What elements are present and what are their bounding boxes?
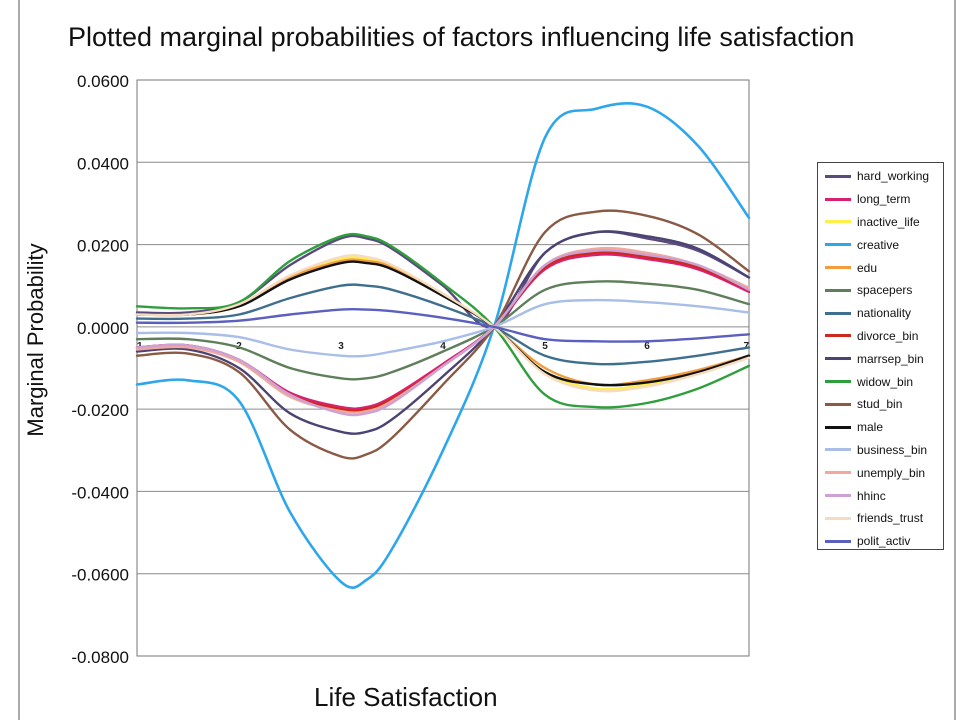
- legend-label: nationality: [857, 306, 912, 321]
- series-line-male: [135, 260, 751, 387]
- series-line-nationality: [135, 283, 751, 366]
- legend-label: edu: [857, 260, 878, 275]
- legend-swatch: [825, 380, 851, 384]
- legend-swatch: [825, 357, 851, 361]
- legend-label: friends_trust: [857, 511, 924, 526]
- y-tick-labels: 0.0600 0.0400 0.0200 0.0000 -0.0200 -0.0400 -0…: [71, 72, 129, 667]
- series-lines: [135, 102, 751, 590]
- legend-swatch: [825, 448, 851, 452]
- legend-swatch: [825, 266, 851, 270]
- legend-label: unemply_bin: [857, 465, 926, 480]
- plot-area: [136, 79, 750, 657]
- legend-item-male: male: [818, 416, 943, 439]
- y-tick-label: -0.0800: [71, 648, 129, 667]
- y-tick-label: -0.0400: [71, 483, 129, 502]
- series-line-polit-activ: [135, 307, 751, 343]
- legend-swatch: [825, 471, 851, 475]
- legend-item-marrsep-bin: marrsep_bin: [818, 347, 943, 370]
- legend-swatch: [825, 494, 851, 498]
- legend-swatch: [825, 402, 851, 406]
- x-tick-label: 6: [644, 341, 650, 352]
- legend-label: stud_bin: [857, 397, 903, 412]
- y-tick-label: 0.0600: [77, 72, 129, 91]
- legend-swatch: [825, 243, 851, 247]
- series-line-business-bin: [135, 298, 751, 358]
- y-tick-label: 0.0200: [77, 237, 129, 256]
- series-line-hard-working: [135, 230, 751, 329]
- legend-label: inactive_life: [857, 214, 920, 229]
- series-line-unemply-bin: [135, 246, 751, 414]
- legend-item-polit-activ: polit_activ: [818, 530, 943, 553]
- legend-item-widow-bin: widow_bin: [818, 370, 943, 393]
- legend-swatch: [825, 220, 851, 224]
- x-axis-title: Life Satisfaction: [314, 682, 498, 712]
- series-line-marrsep-bin: [135, 230, 751, 435]
- legend-item-hhinc: hhinc: [818, 484, 943, 507]
- legend-item-long-term: long_term: [818, 188, 943, 211]
- legend-swatch: [825, 288, 851, 292]
- legend-label: male: [857, 420, 884, 435]
- legend-swatch: [825, 311, 851, 315]
- legend-label: business_bin: [857, 442, 928, 457]
- series-line-hhinc: [135, 249, 751, 417]
- legend-item-hard-working: hard_working: [818, 165, 943, 188]
- series-line-divorce-bin: [135, 251, 751, 412]
- legend-label: widow_bin: [857, 374, 914, 389]
- legend-item-divorce-bin: divorce_bin: [818, 325, 943, 348]
- y-tick-label: -0.0200: [71, 401, 129, 420]
- legend-item-business-bin: business_bin: [818, 439, 943, 462]
- legend-label: spacepers: [857, 283, 913, 298]
- legend-swatch: [825, 516, 851, 520]
- x-tick-label: 4: [440, 341, 446, 352]
- series-line-inactive-life: [135, 256, 751, 391]
- y-tick-label: 0.0000: [77, 319, 129, 338]
- legend-swatch: [825, 174, 851, 178]
- series-line-creative: [135, 102, 751, 590]
- series-line-widow-bin: [135, 232, 751, 409]
- x-tick-label: 3: [338, 341, 344, 352]
- legend-label: long_term: [857, 192, 911, 207]
- legend-label: marrsep_bin: [857, 351, 924, 366]
- legend-swatch: [825, 197, 851, 201]
- series-line-spacepers: [135, 280, 751, 381]
- y-tick-label: -0.0600: [71, 566, 129, 585]
- legend-item-edu: edu: [818, 256, 943, 279]
- legend-item-creative: creative: [818, 233, 943, 256]
- legend-swatch: [825, 425, 851, 429]
- x-tick-label: 5: [542, 341, 548, 352]
- legend-item-nationality: nationality: [818, 302, 943, 325]
- legend-swatch: [825, 334, 851, 338]
- x-tick-label: 7: [743, 341, 749, 352]
- gridlines: [137, 79, 749, 657]
- legend-swatch: [825, 539, 851, 543]
- legend-item-friends-trust: friends_trust: [818, 507, 943, 530]
- legend-item-inactive-life: inactive_life: [818, 211, 943, 234]
- y-tick-label: 0.0400: [77, 154, 129, 173]
- series-line-stud-bin: [135, 209, 751, 460]
- series-line-friends-trust: [135, 253, 751, 393]
- legend-item-stud-bin: stud_bin: [818, 393, 943, 416]
- legend-label: polit_activ: [857, 534, 911, 549]
- chart-title: Plotted marginal probabilities of factor…: [68, 22, 855, 52]
- legend-label: creative: [857, 237, 900, 252]
- legend-label: divorce_bin: [857, 328, 919, 343]
- legend-label: hhinc: [857, 488, 886, 503]
- legend-item-spacepers: spacepers: [818, 279, 943, 302]
- legend-item-unemply-bin: unemply_bin: [818, 461, 943, 484]
- legend-label: hard_working: [857, 169, 930, 184]
